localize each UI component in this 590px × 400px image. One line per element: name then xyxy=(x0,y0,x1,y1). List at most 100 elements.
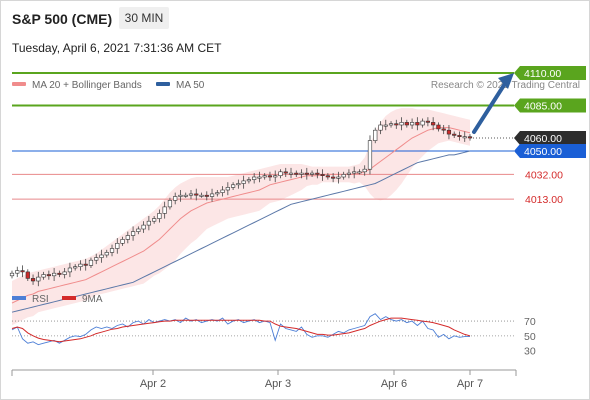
price-tag-label: 4060.00 xyxy=(524,133,562,145)
candle-body xyxy=(15,270,20,274)
candle-body xyxy=(88,259,94,266)
candle-body xyxy=(394,123,399,126)
candle-body xyxy=(315,172,320,175)
candle-body xyxy=(194,193,199,196)
rsi-ma-line xyxy=(11,317,471,343)
candle-body xyxy=(204,194,209,197)
time-tick-label: Apr 3 xyxy=(265,378,291,390)
candle-body xyxy=(278,171,283,177)
candle-body xyxy=(462,136,467,139)
candle-body xyxy=(115,243,120,249)
candle-body xyxy=(236,183,241,186)
candle-body xyxy=(320,174,325,176)
candle-body xyxy=(304,172,309,175)
ma20-line xyxy=(11,127,471,304)
candle-body xyxy=(209,193,215,197)
bollinger-swatch xyxy=(12,82,26,87)
candle-body xyxy=(83,263,88,266)
candle-body xyxy=(378,124,383,131)
candle-body xyxy=(173,196,178,201)
candle-body xyxy=(252,176,257,180)
candle-body xyxy=(246,179,251,182)
legend-ma50-label: MA 50 xyxy=(176,80,205,91)
candle-body xyxy=(467,136,473,139)
candle-body xyxy=(441,128,446,131)
candle-body xyxy=(46,274,51,277)
ma50-line xyxy=(11,150,471,313)
candle-body xyxy=(288,172,294,175)
candle-body xyxy=(141,224,146,230)
candle-body xyxy=(346,172,352,175)
candle-body xyxy=(415,122,420,126)
forecast-arrow-head xyxy=(498,73,514,89)
candle-body xyxy=(104,252,109,256)
candle-body xyxy=(30,278,36,282)
candle-body xyxy=(136,228,141,232)
rsi-line xyxy=(11,313,470,346)
candle-body xyxy=(215,192,220,195)
candle-body xyxy=(41,274,46,278)
legend-bollinger-label: MA 20 + Bollinger Bands xyxy=(32,80,142,91)
candle-body xyxy=(157,213,162,219)
candle-body xyxy=(178,194,183,197)
instrument-title: S&P 500 (CME) xyxy=(12,11,113,27)
rsi-swatch xyxy=(12,296,26,300)
candle-body xyxy=(273,175,278,178)
candle-body xyxy=(241,180,246,184)
candle-body xyxy=(431,122,436,126)
candle-body xyxy=(420,120,425,126)
candle-body xyxy=(109,248,115,253)
candle-body xyxy=(362,168,367,173)
candle-body xyxy=(341,174,346,178)
candle-body xyxy=(99,254,104,258)
price-tag-label: 4085.00 xyxy=(524,101,562,113)
candle-body xyxy=(409,122,415,126)
candle-body xyxy=(57,272,62,275)
candle-body xyxy=(130,231,136,236)
candle-body xyxy=(299,172,304,175)
candle-body xyxy=(152,218,157,222)
candle-body xyxy=(367,140,373,170)
candle-body xyxy=(352,171,357,174)
candle-body xyxy=(331,176,336,179)
candle-body xyxy=(78,263,83,268)
candle-body xyxy=(120,239,125,244)
candle-body xyxy=(162,206,167,214)
candle-body xyxy=(9,272,15,277)
candle-body xyxy=(183,194,188,197)
price-tag-bg xyxy=(514,131,586,145)
candle-body xyxy=(309,172,315,175)
price-tag-label: 4110.00 xyxy=(524,68,561,80)
candle-body xyxy=(20,270,25,273)
time-tick-label: Apr 7 xyxy=(457,378,483,390)
candle-body xyxy=(373,129,378,141)
candle-body xyxy=(257,176,262,179)
candle-body xyxy=(220,189,225,193)
rsi-ma-swatch xyxy=(62,296,76,300)
timeframe-badge[interactable]: 30 MIN xyxy=(119,7,169,29)
candle-body xyxy=(325,175,330,178)
ma50-swatch xyxy=(156,82,170,87)
candle-body xyxy=(231,184,236,188)
rsi-legend-label: RSI xyxy=(32,294,49,305)
candle-body xyxy=(262,175,267,178)
candle-body xyxy=(25,271,30,279)
candle-body xyxy=(225,187,230,191)
price-tag-label: 4032.00 xyxy=(525,169,563,181)
price-tag-bg xyxy=(514,144,586,158)
candle-body xyxy=(425,120,430,123)
legend-ma50: MA 50 xyxy=(156,80,204,91)
price-tag-bg xyxy=(514,66,586,80)
forecast-arrow-shaft xyxy=(472,80,508,134)
candle-body xyxy=(283,171,288,174)
candle-body xyxy=(357,171,362,174)
rsi-tick-label: 50 xyxy=(524,331,536,343)
candle-body xyxy=(146,220,151,226)
time-tick-label: Apr 6 xyxy=(381,378,407,390)
candle-body xyxy=(188,193,194,196)
price-tag-label: 4050.00 xyxy=(524,146,562,158)
candle-body xyxy=(436,124,441,130)
rsi-tick-label: 70 xyxy=(524,316,536,328)
candle-body xyxy=(94,257,99,261)
